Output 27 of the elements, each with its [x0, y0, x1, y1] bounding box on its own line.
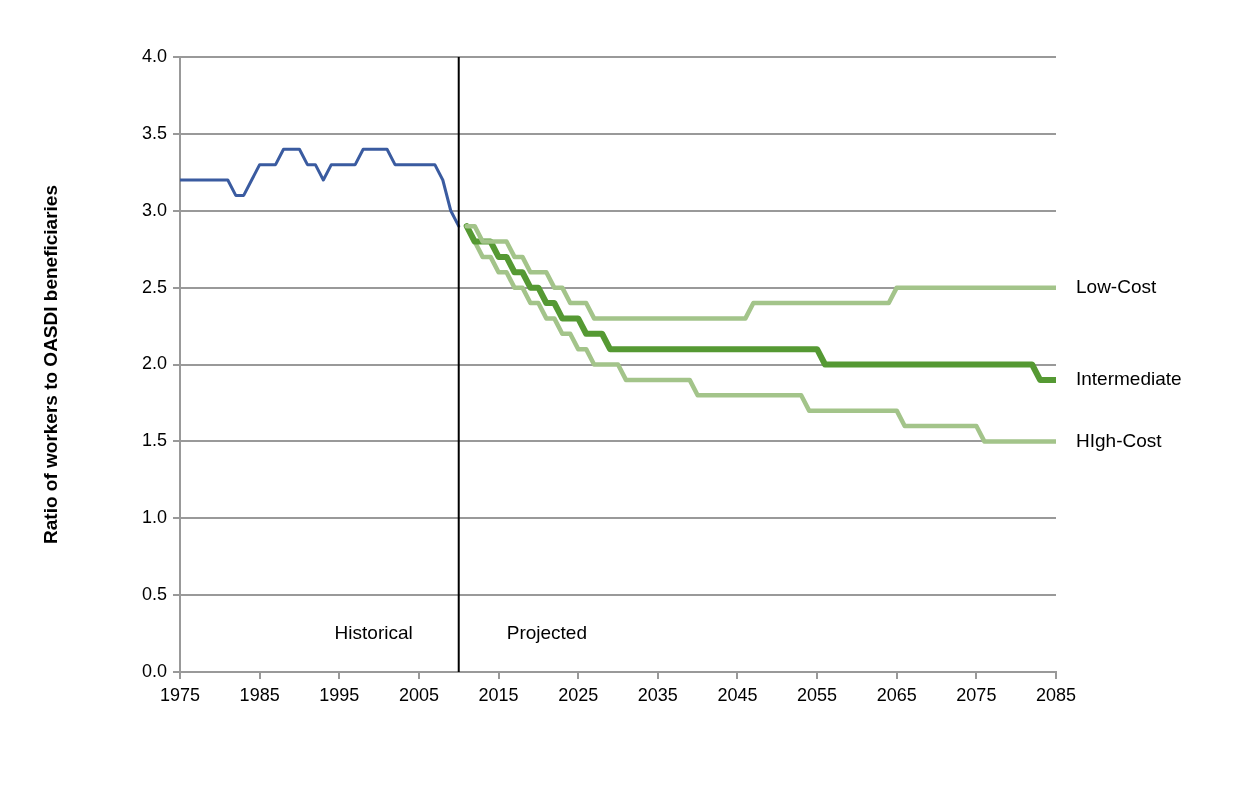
- series-label: Low-Cost: [1076, 275, 1157, 297]
- x-tick-label: 2035: [637, 684, 678, 705]
- x-tick-label: 1975: [159, 684, 201, 705]
- x-tick-label: 2065: [876, 684, 917, 705]
- annotation: Projected: [506, 622, 588, 644]
- series-label: Intermediate: [1076, 368, 1182, 390]
- x-tick-label: 2025: [558, 684, 599, 705]
- x-tick-label: 2085: [1035, 684, 1077, 705]
- x-tick-label: 2005: [398, 684, 439, 705]
- y-tick-label: 2.0: [141, 353, 167, 374]
- y-axis-title: Ratio of workers to OASDI beneficiaries: [39, 185, 61, 544]
- series-label: HIgh-Cost: [1076, 429, 1163, 451]
- x-tick-label: 2075: [956, 684, 997, 705]
- y-tick-label: 3.0: [141, 199, 167, 220]
- y-tick-label: 0.5: [141, 584, 167, 605]
- y-tick-label: 2.5: [141, 276, 167, 297]
- y-tick-label: 1.5: [141, 430, 167, 451]
- x-tick-label: 1985: [239, 684, 280, 705]
- x-tick-label: 2015: [478, 684, 519, 705]
- x-tick-label: 2045: [717, 684, 758, 705]
- y-tick-label: 0.0: [141, 660, 167, 681]
- x-tick-label: 1995: [319, 684, 360, 705]
- y-tick-label: 1.0: [141, 507, 167, 528]
- y-tick-label: 4.0: [141, 45, 167, 66]
- x-tick-label: 2055: [797, 684, 838, 705]
- y-tick-label: 3.5: [141, 122, 167, 143]
- annotation: Historical: [334, 622, 413, 644]
